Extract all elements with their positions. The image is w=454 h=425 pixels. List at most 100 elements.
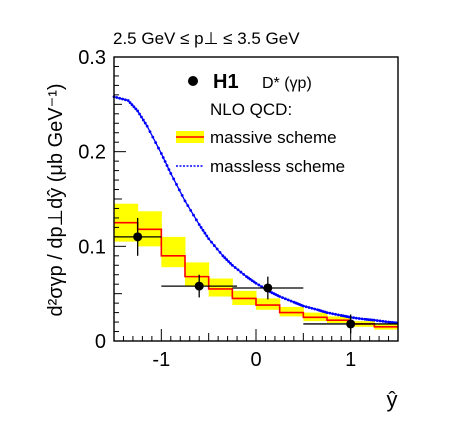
massless-curve-marker bbox=[161, 156, 165, 159]
massless-curve-marker bbox=[307, 306, 311, 309]
massless-curve-marker bbox=[227, 260, 230, 263]
massless-curve-marker bbox=[199, 226, 203, 229]
massless-curve-marker bbox=[229, 261, 232, 265]
x-axis-label: ŷ bbox=[387, 387, 398, 412]
massless-curve-marker bbox=[148, 130, 152, 133]
massive-band-bin-7 bbox=[279, 306, 304, 317]
legend-data-label: H1 bbox=[213, 71, 239, 93]
massless-curve-marker bbox=[157, 146, 160, 150]
massless-curve-marker bbox=[352, 316, 355, 320]
legend-massless-label: massless scheme bbox=[210, 157, 345, 176]
massless-curve-marker bbox=[183, 199, 187, 203]
data-point-1 bbox=[194, 281, 204, 291]
massless-curve-marker bbox=[194, 218, 198, 222]
y-tick-label: 0.1 bbox=[78, 236, 106, 258]
legend: H1 D* (γp) NLO QCD: massive scheme massl… bbox=[176, 71, 345, 176]
massless-curve-marker bbox=[331, 312, 335, 316]
massless-curve-marker bbox=[360, 317, 364, 321]
massless-curve-marker bbox=[172, 177, 176, 181]
massless-curve-marker bbox=[278, 295, 282, 298]
massless-curve-marker bbox=[233, 266, 237, 269]
y-tick-label: 0.3 bbox=[78, 47, 106, 69]
massless-curve-marker bbox=[130, 103, 134, 107]
legend-massive-label: massive scheme bbox=[210, 128, 337, 147]
legend-data-marker bbox=[188, 76, 198, 86]
massless-curve-marker bbox=[381, 319, 385, 323]
massive-band-layer bbox=[114, 203, 399, 330]
massless-curve-marker bbox=[186, 204, 190, 208]
data-point-2 bbox=[263, 283, 273, 293]
massless-curve-marker bbox=[334, 312, 337, 316]
massless-curve-marker bbox=[159, 152, 163, 155]
massless-curve-marker bbox=[167, 168, 171, 171]
massless-curve-marker bbox=[175, 183, 178, 186]
massless-curve-marker bbox=[336, 313, 340, 317]
massless-curve-marker bbox=[140, 115, 143, 119]
massless-curve-marker bbox=[165, 164, 169, 167]
massless-curve-marker bbox=[132, 105, 136, 109]
massless-curve-marker bbox=[121, 97, 124, 101]
massless-curve-marker bbox=[225, 258, 229, 261]
massless-curve-marker bbox=[203, 231, 207, 235]
massless-curve-marker bbox=[372, 318, 376, 322]
massless-curve-marker bbox=[205, 234, 209, 238]
x-tick-label: 1 bbox=[345, 349, 356, 371]
massless-curve-marker bbox=[143, 121, 147, 125]
massless-curve-marker bbox=[254, 281, 258, 285]
massless-curve-marker bbox=[154, 141, 158, 144]
massless-curve-marker bbox=[304, 305, 308, 309]
massless-curve-marker bbox=[236, 268, 240, 272]
massless-curve-marker bbox=[215, 247, 219, 251]
massless-curve-marker bbox=[145, 124, 149, 128]
massless-curve-marker bbox=[230, 263, 234, 267]
massless-curve-marker bbox=[212, 244, 216, 247]
data-points-layer bbox=[114, 217, 398, 334]
axis-ticks: -1 0 1 0 0.1 0.2 0.3 bbox=[78, 47, 399, 371]
massless-curve-marker bbox=[192, 213, 195, 217]
y-tick-label: 0 bbox=[95, 331, 106, 353]
massless-curve-marker bbox=[310, 306, 314, 310]
massless-curve-marker bbox=[289, 299, 293, 303]
chart-title: 2.5 GeV ≤ p⊥ ≤ 3.5 GeV bbox=[113, 29, 300, 48]
massless-curve-marker bbox=[378, 319, 382, 323]
y-axis-label: d²σγp / dp⊥dŷ (μb GeV⁻¹) bbox=[45, 83, 67, 316]
massless-curve-marker bbox=[239, 270, 243, 274]
massless-curve-marker bbox=[126, 99, 130, 102]
massive-band-bin-4 bbox=[208, 278, 233, 297]
x-tick-label: 0 bbox=[250, 349, 261, 371]
massive-band-bin-3 bbox=[185, 262, 210, 287]
massless-curve-marker bbox=[354, 316, 358, 320]
massless-curve-marker bbox=[138, 112, 141, 116]
massive-band-bin-2 bbox=[161, 236, 186, 268]
massless-curve-marker bbox=[151, 135, 155, 139]
massless-curve-marker bbox=[141, 118, 145, 122]
legend-data-sublabel: D* (γp) bbox=[262, 75, 312, 92]
massless-curve-marker bbox=[325, 311, 329, 314]
massless-curve-marker bbox=[118, 96, 122, 100]
massless-curve-marker bbox=[136, 109, 140, 113]
massless-curve-marker bbox=[197, 223, 201, 226]
massless-curve-marker bbox=[357, 317, 361, 320]
data-point-3 bbox=[346, 319, 356, 329]
massless-curve-marker bbox=[281, 296, 284, 300]
massless-curve-marker bbox=[177, 188, 181, 192]
massless-curve-marker bbox=[286, 298, 290, 302]
massless-curve-marker bbox=[301, 304, 305, 308]
massless-curve-marker bbox=[134, 107, 138, 111]
massless-curve-marker bbox=[328, 311, 332, 315]
massless-curve-marker bbox=[207, 237, 211, 241]
massless-curve-marker bbox=[123, 98, 127, 102]
massless-curve-marker bbox=[221, 254, 225, 258]
massless-curve-marker bbox=[313, 307, 317, 311]
legend-header: NLO QCD: bbox=[210, 100, 292, 119]
y-tick-label: 0.2 bbox=[78, 142, 106, 164]
massless-curve-marker bbox=[163, 160, 167, 163]
x-tick-label: -1 bbox=[152, 349, 170, 371]
massless-curve-marker bbox=[189, 208, 193, 212]
massless-curve-marker bbox=[384, 320, 388, 324]
massless-curve-marker bbox=[180, 194, 184, 197]
massless-curve-marker bbox=[128, 101, 132, 105]
massless-curve-marker bbox=[257, 283, 261, 287]
massless-curve-marker bbox=[210, 240, 213, 244]
